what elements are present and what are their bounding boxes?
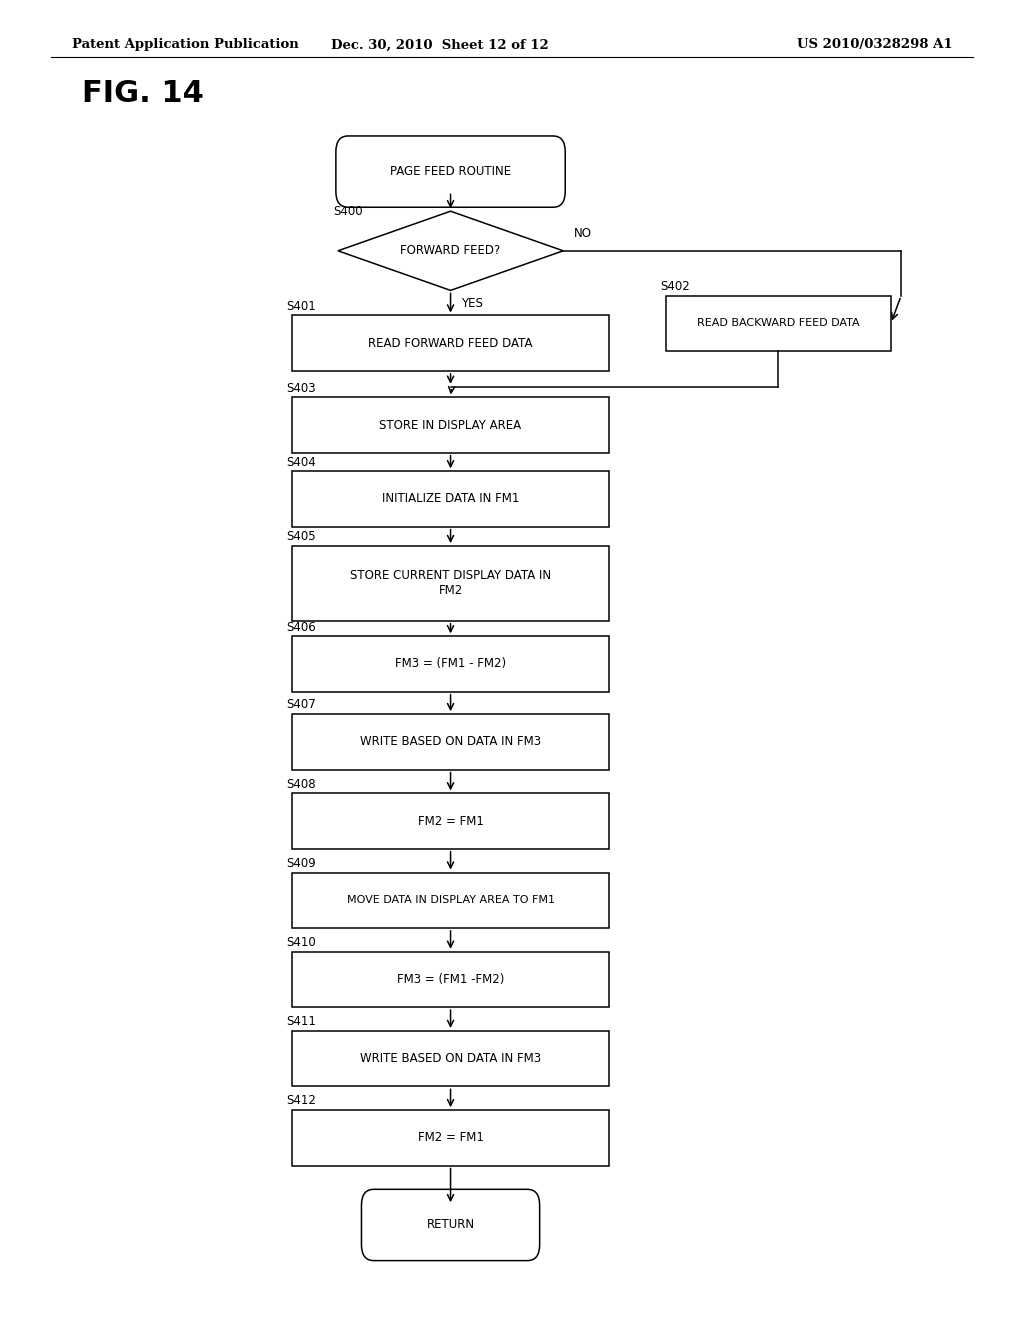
- Bar: [292, 714, 609, 770]
- Bar: [292, 471, 609, 527]
- Text: STORE CURRENT DISPLAY DATA IN
FM2: STORE CURRENT DISPLAY DATA IN FM2: [350, 569, 551, 598]
- Text: S404: S404: [287, 455, 316, 469]
- Bar: [666, 296, 891, 351]
- Bar: [292, 1031, 609, 1086]
- Text: FM2 = FM1: FM2 = FM1: [418, 1131, 483, 1144]
- Text: NO: NO: [573, 227, 592, 240]
- Text: FM3 = (FM1 -FM2): FM3 = (FM1 -FM2): [397, 973, 504, 986]
- Text: RETURN: RETURN: [427, 1218, 474, 1232]
- Text: FM2 = FM1: FM2 = FM1: [418, 814, 483, 828]
- Text: WRITE BASED ON DATA IN FM3: WRITE BASED ON DATA IN FM3: [360, 1052, 541, 1065]
- FancyBboxPatch shape: [361, 1189, 540, 1261]
- Text: S412: S412: [287, 1094, 316, 1107]
- Text: S400: S400: [333, 205, 362, 218]
- Text: READ BACKWARD FEED DATA: READ BACKWARD FEED DATA: [697, 318, 859, 329]
- Text: S402: S402: [660, 280, 690, 293]
- Text: STORE IN DISPLAY AREA: STORE IN DISPLAY AREA: [380, 418, 521, 432]
- Text: S403: S403: [287, 381, 316, 395]
- Text: FIG. 14: FIG. 14: [82, 79, 204, 108]
- Text: US 2010/0328298 A1: US 2010/0328298 A1: [797, 38, 952, 51]
- Text: S410: S410: [287, 936, 316, 949]
- Text: Patent Application Publication: Patent Application Publication: [72, 38, 298, 51]
- Bar: [292, 315, 609, 371]
- Text: S401: S401: [287, 300, 316, 313]
- Bar: [292, 873, 609, 928]
- Text: S411: S411: [287, 1015, 316, 1028]
- Text: READ FORWARD FEED DATA: READ FORWARD FEED DATA: [369, 337, 532, 350]
- Text: S407: S407: [287, 698, 316, 711]
- Text: YES: YES: [461, 297, 482, 310]
- Bar: [292, 793, 609, 849]
- Bar: [292, 397, 609, 453]
- Text: MOVE DATA IN DISPLAY AREA TO FM1: MOVE DATA IN DISPLAY AREA TO FM1: [346, 895, 555, 906]
- Text: S408: S408: [287, 777, 316, 791]
- Text: Dec. 30, 2010  Sheet 12 of 12: Dec. 30, 2010 Sheet 12 of 12: [332, 38, 549, 51]
- Text: FORWARD FEED?: FORWARD FEED?: [400, 244, 501, 257]
- Text: INITIALIZE DATA IN FM1: INITIALIZE DATA IN FM1: [382, 492, 519, 506]
- FancyBboxPatch shape: [336, 136, 565, 207]
- Bar: [292, 636, 609, 692]
- Bar: [292, 1110, 609, 1166]
- Text: PAGE FEED ROUTINE: PAGE FEED ROUTINE: [390, 165, 511, 178]
- Text: S406: S406: [287, 620, 316, 634]
- Text: WRITE BASED ON DATA IN FM3: WRITE BASED ON DATA IN FM3: [360, 735, 541, 748]
- Bar: [292, 952, 609, 1007]
- Text: S409: S409: [287, 857, 316, 870]
- Bar: [292, 546, 609, 620]
- Text: FM3 = (FM1 - FM2): FM3 = (FM1 - FM2): [395, 657, 506, 671]
- Polygon shape: [338, 211, 563, 290]
- Text: S405: S405: [287, 531, 316, 544]
